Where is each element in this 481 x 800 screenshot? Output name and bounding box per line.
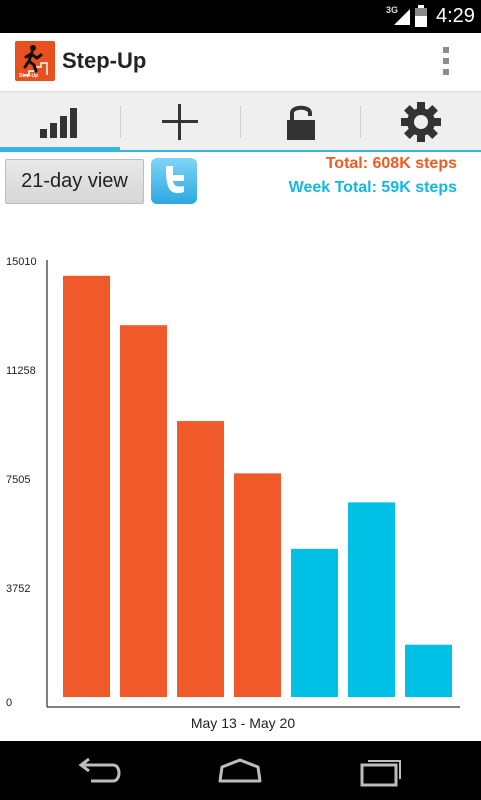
chart-bar <box>405 644 452 697</box>
chart-bar <box>63 275 110 697</box>
chart-bar <box>348 502 395 697</box>
logo-text: Step-Up <box>19 73 39 79</box>
tab-lock[interactable] <box>241 92 361 152</box>
home-icon[interactable] <box>216 755 264 787</box>
battery-icon <box>415 5 427 27</box>
status-bar: 3G 4:29 <box>0 0 481 33</box>
week-total-steps-text: Week Total: 59K steps <box>288 179 457 196</box>
signal-icon <box>394 9 410 25</box>
twitter-button[interactable] <box>151 158 197 204</box>
bar-chart-icon <box>40 108 77 138</box>
tab-bar-underline <box>0 150 481 152</box>
recent-apps-icon[interactable] <box>358 755 406 787</box>
chart-bar <box>177 421 224 697</box>
back-icon[interactable] <box>77 755 125 787</box>
tab-stats[interactable] <box>0 92 120 152</box>
selected-tab-indicator <box>0 147 120 152</box>
action-bar: Step-Up Step-Up <box>0 33 481 91</box>
y-tick-label: 3752 <box>6 583 30 595</box>
navigation-bar <box>0 741 481 800</box>
view-range-button[interactable]: 21-day view <box>5 159 144 204</box>
app-title: Step-Up <box>62 48 147 73</box>
chart-bar <box>120 325 167 697</box>
app-logo[interactable]: Step-Up <box>15 41 55 81</box>
x-axis-label: May 13 - May 20 <box>191 715 295 731</box>
overflow-menu-icon[interactable] <box>434 41 458 81</box>
tab-divider <box>240 106 241 138</box>
clock: 4:29 <box>436 5 475 27</box>
total-steps-text: Total: 608K steps <box>325 155 457 172</box>
running-man-icon <box>23 45 48 76</box>
network-type: 3G <box>386 5 399 15</box>
lock-icon <box>287 105 315 140</box>
tab-divider <box>360 106 361 138</box>
plus-icon <box>162 104 198 140</box>
tab-divider <box>120 106 121 138</box>
tab-settings[interactable] <box>361 92 481 152</box>
y-tick-label: 7505 <box>6 474 30 486</box>
gear-icon <box>401 102 441 142</box>
steps-bar-chart: 15010 11258 7505 3752 0 May 13 - May 20 <box>6 256 460 731</box>
chart-bar <box>291 548 338 697</box>
tab-add[interactable] <box>121 92 241 152</box>
y-tick-label: 0 <box>6 697 12 709</box>
y-tick-label: 15010 <box>6 256 37 268</box>
y-tick-label: 11258 <box>6 365 36 377</box>
twitter-icon <box>165 166 184 194</box>
tab-bar <box>0 91 481 152</box>
chart-bar <box>234 473 281 697</box>
